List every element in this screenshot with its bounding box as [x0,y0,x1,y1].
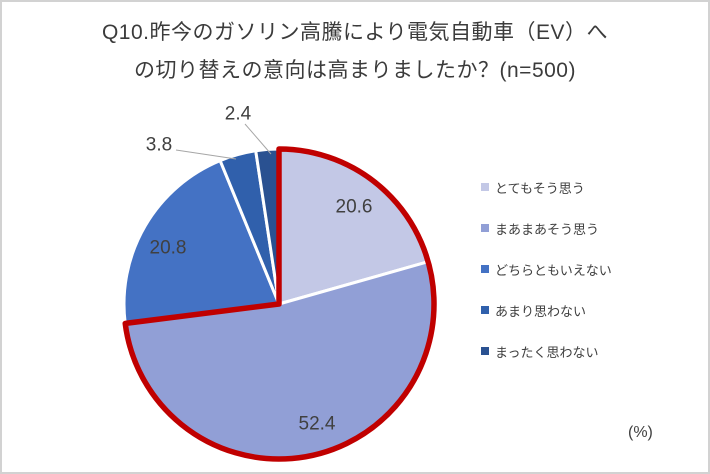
legend-label: とてもそう思う [495,180,585,196]
pie-data-label-0: 20.6 [336,197,373,218]
legend-label: まあまあそう思う [495,221,600,237]
pie-data-label-2: 20.8 [150,238,187,259]
pie-slice-2 [122,159,281,325]
pie-data-label-4: 2.4 [225,104,252,125]
legend-swatch-icon [481,306,489,314]
legend-swatch-icon [481,183,489,191]
legend-item: どちらともいえない [481,261,612,278]
pie-data-label-3: 3.8 [146,135,172,156]
chart-title: Q10.昨今のガソリン高騰により電気自動車（EV）へ の切り替えの意向は高まりま… [2,14,708,90]
legend: とてもそう思う まあまあそう思う どちらともいえない あまり思わない まったく思… [481,179,612,360]
chart-title-line-1: Q10.昨今のガソリン高騰により電気自動車（EV）へ [101,21,609,44]
leader-line-4 [244,123,272,155]
highlight-outline [122,146,437,462]
legend-item: とてもそう思う [481,179,612,196]
legend-item: あまり思わない [481,302,612,319]
legend-label: あまり思わない [495,303,587,319]
legend-swatch-icon [481,224,489,232]
legend-item: まあまあそう思う [481,220,612,237]
legend-swatch-icon [481,347,489,355]
unit-label: (%) [628,424,653,441]
legend-label: まったく思わない [495,344,599,360]
leader-line-3 [175,149,237,160]
pie-data-label-1: 52.4 [299,414,336,435]
legend-item: まったく思わない [481,343,612,360]
legend-label: どちらともいえない [495,262,612,278]
legend-swatch-icon [481,265,489,273]
chart-title-line-2: の切り替えの意向は高まりましたか？(n=500) [134,59,576,82]
